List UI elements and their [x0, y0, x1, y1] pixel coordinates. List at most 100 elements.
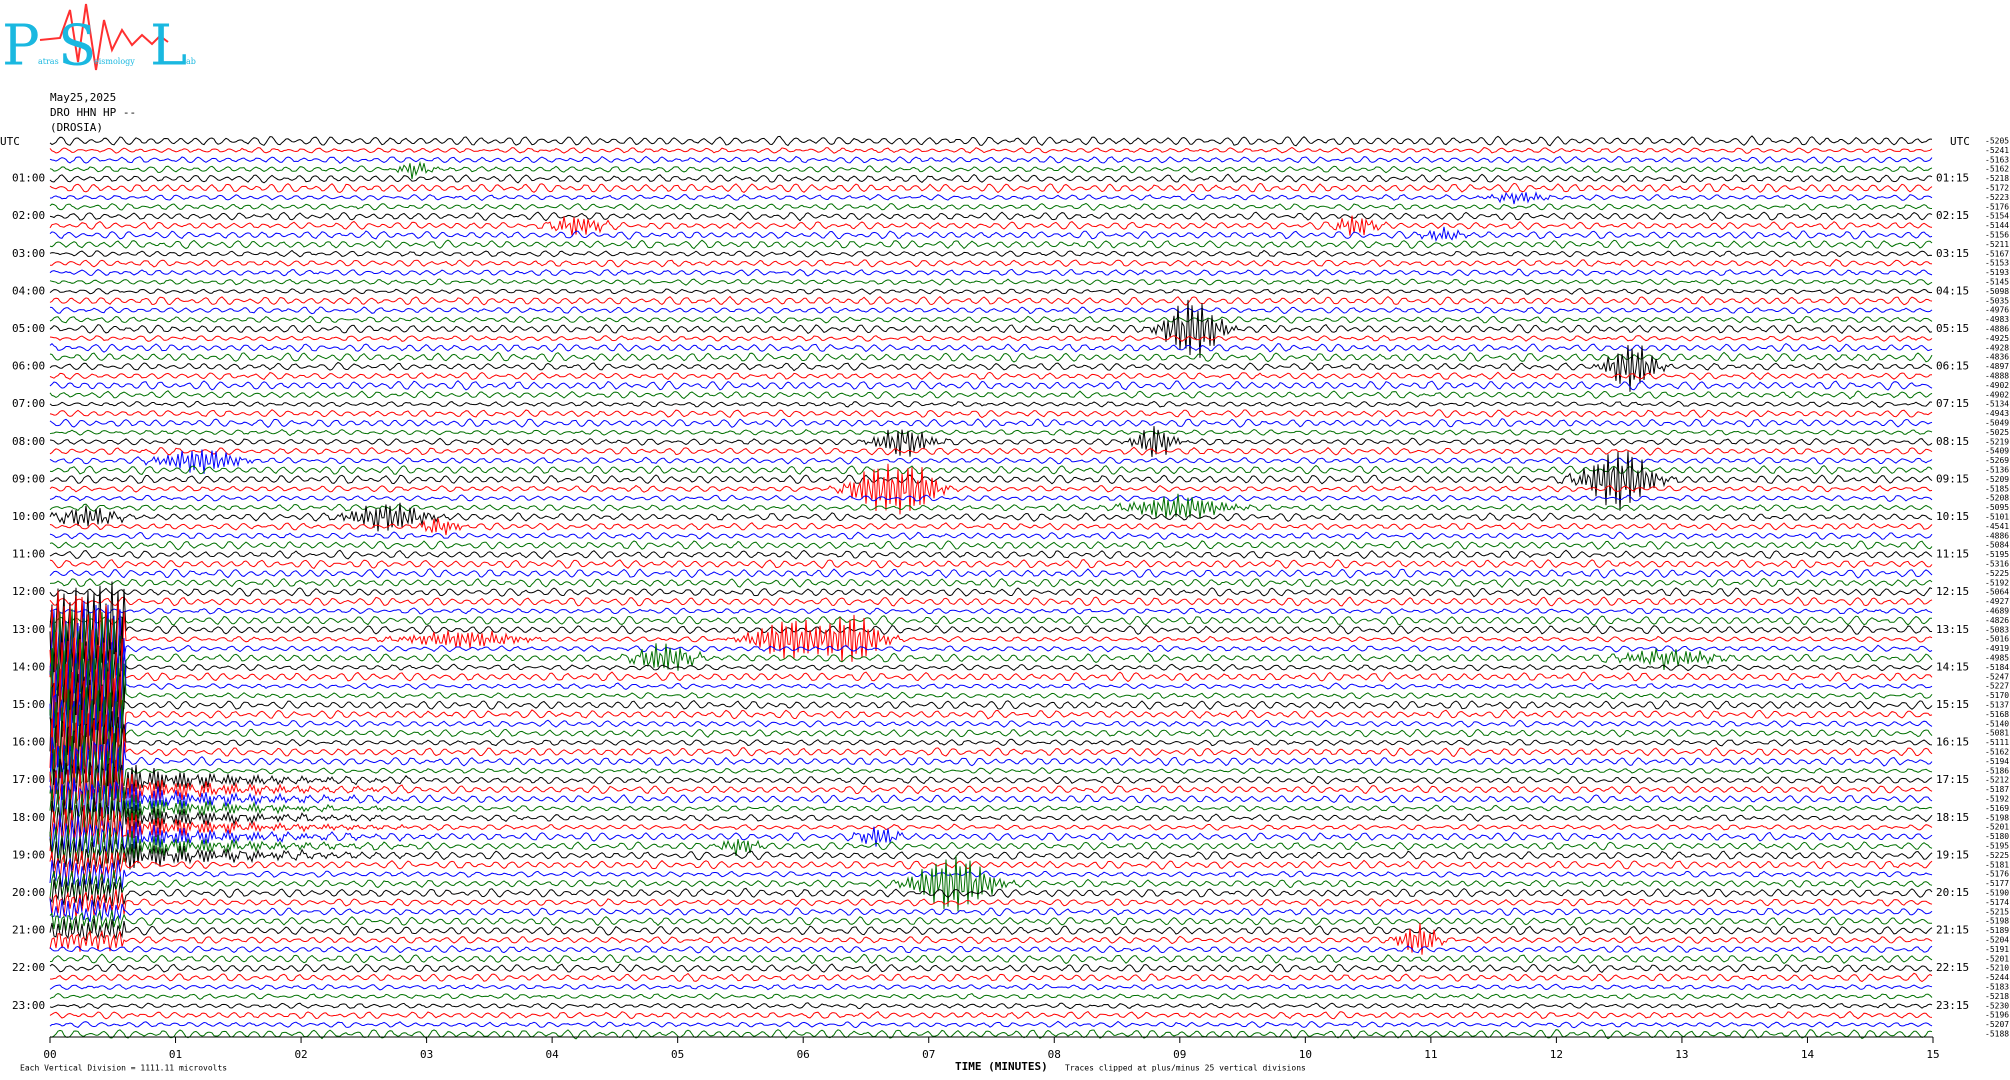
trace — [49, 709, 1933, 779]
trace-offset: -5174 — [1985, 898, 2009, 907]
trace-offset: -5269 — [1985, 456, 2009, 465]
time-axis-title: TIME (MINUTES) — [955, 1060, 1048, 1073]
hour-label-right: 20:15 — [1936, 886, 1969, 899]
trace-offset: -5215 — [1985, 907, 2009, 916]
time-label: 01 — [169, 1048, 182, 1061]
trace-offset: -5185 — [1985, 484, 2009, 493]
clip-note: Traces clipped at plus/minus 25 vertical… — [1065, 1064, 1306, 1073]
trace-offset: -5154 — [1985, 212, 2009, 221]
time-label: 00 — [43, 1048, 56, 1061]
trace-offset: -5183 — [1985, 983, 2009, 992]
trace — [49, 1029, 1933, 1040]
trace — [49, 600, 1933, 696]
trace — [49, 608, 1933, 710]
trace-offset: -5167 — [1985, 249, 2009, 258]
trace-offset: -5144 — [1985, 221, 2009, 230]
trace-offset: -5193 — [1985, 268, 2009, 277]
trace-offset: -5195 — [1985, 842, 2009, 851]
trace-offset: -5208 — [1985, 494, 2009, 503]
trace — [49, 850, 1933, 882]
trace — [49, 638, 1933, 736]
traces — [49, 135, 1933, 1040]
logo-text: atras — [38, 57, 59, 66]
trace-offset: -4925 — [1985, 334, 2009, 343]
trace-offset: -5145 — [1985, 278, 2009, 287]
trace-offset: -5212 — [1985, 776, 2009, 785]
hour-label-right: 12:15 — [1936, 585, 1969, 598]
trace-offset: -4976 — [1985, 306, 2009, 315]
trace — [49, 992, 1933, 1000]
trace — [49, 687, 1933, 766]
trace — [49, 596, 1933, 607]
hour-label-right: 23:15 — [1936, 999, 1969, 1012]
trace-offset: -5136 — [1985, 466, 2009, 475]
trace-offset: -5025 — [1985, 428, 2009, 437]
trace-offset: -5035 — [1985, 296, 2009, 305]
trace — [49, 944, 1933, 954]
hour-label-right: 07:15 — [1936, 397, 1969, 410]
hour-label-right: 21:15 — [1936, 924, 1969, 937]
hour-label-right: 16:15 — [1936, 736, 1969, 749]
trace-offset: -5098 — [1985, 287, 2009, 296]
hour-label-left: 13:00 — [12, 623, 45, 636]
time-label: 14 — [1801, 1048, 1815, 1061]
trace — [49, 211, 1933, 222]
trace — [49, 581, 1933, 673]
trace-offset: -5083 — [1985, 625, 2009, 634]
trace — [49, 390, 1933, 400]
time-label: 13 — [1675, 1048, 1688, 1061]
trace-offset: -5204 — [1985, 936, 2009, 945]
trace — [49, 334, 1933, 343]
trace — [49, 428, 1933, 437]
left-axis-title: UTC — [0, 135, 20, 148]
trace — [49, 418, 1933, 428]
hour-label-right: 09:15 — [1936, 472, 1969, 485]
logo-letter: S — [58, 14, 96, 79]
trace-offset: -5211 — [1985, 240, 2009, 249]
trace — [49, 1002, 1933, 1010]
trace-offset: -5196 — [1985, 1011, 2009, 1020]
scale-note: Each Vertical Division = 1111.11 microvo… — [20, 1064, 227, 1073]
trace-offset: -5195 — [1985, 550, 2009, 559]
trace — [49, 733, 1933, 794]
trace-offset: -4927 — [1985, 597, 2009, 606]
trace-offset: -5225 — [1985, 851, 2009, 860]
trace — [49, 909, 1932, 936]
trace-offset: -5137 — [1985, 701, 2009, 710]
trace — [49, 663, 1933, 749]
hour-label-left: 17:00 — [12, 773, 45, 786]
hour-label-left: 22:00 — [12, 961, 45, 974]
hour-label-right: 15:15 — [1936, 698, 1969, 711]
hour-label-left: 06:00 — [12, 360, 45, 373]
trace-offset: -5190 — [1985, 889, 2009, 898]
trace-offset: -4541 — [1985, 522, 2009, 531]
trace-offset: -5176 — [1985, 870, 2009, 879]
trace-offset: -4985 — [1985, 654, 2009, 663]
trace-offset: -5189 — [1985, 926, 2009, 935]
hour-label-right: 19:15 — [1936, 848, 1969, 861]
hour-label-right: 11:15 — [1936, 548, 1969, 561]
time-label: 10 — [1299, 1048, 1312, 1061]
trace — [49, 629, 1933, 726]
trace-offset: -5186 — [1985, 766, 2009, 775]
trace-offset: -5209 — [1985, 475, 2009, 484]
hour-label-left: 16:00 — [12, 736, 45, 749]
hour-label-left: 15:00 — [12, 698, 45, 711]
trace-offset: -5172 — [1985, 184, 2009, 193]
trace-offset: -4689 — [1985, 607, 2009, 616]
trace-offset: -5163 — [1985, 155, 2009, 164]
trace — [49, 371, 1933, 381]
trace — [49, 615, 1932, 626]
trace — [49, 587, 1933, 598]
trace — [49, 315, 1933, 324]
hour-label-left: 05:00 — [12, 322, 45, 335]
logo: P atras S eismology L ab — [2, 3, 196, 79]
trace — [49, 923, 1933, 955]
hour-label-right: 05:15 — [1936, 322, 1969, 335]
trace-offset: -5111 — [1985, 738, 2009, 747]
trace — [49, 351, 1933, 363]
trace-offset: -5192 — [1985, 795, 2009, 804]
trace-offset: -4919 — [1985, 644, 2009, 653]
hour-label-right: 22:15 — [1936, 961, 1969, 974]
trace — [49, 426, 1933, 458]
